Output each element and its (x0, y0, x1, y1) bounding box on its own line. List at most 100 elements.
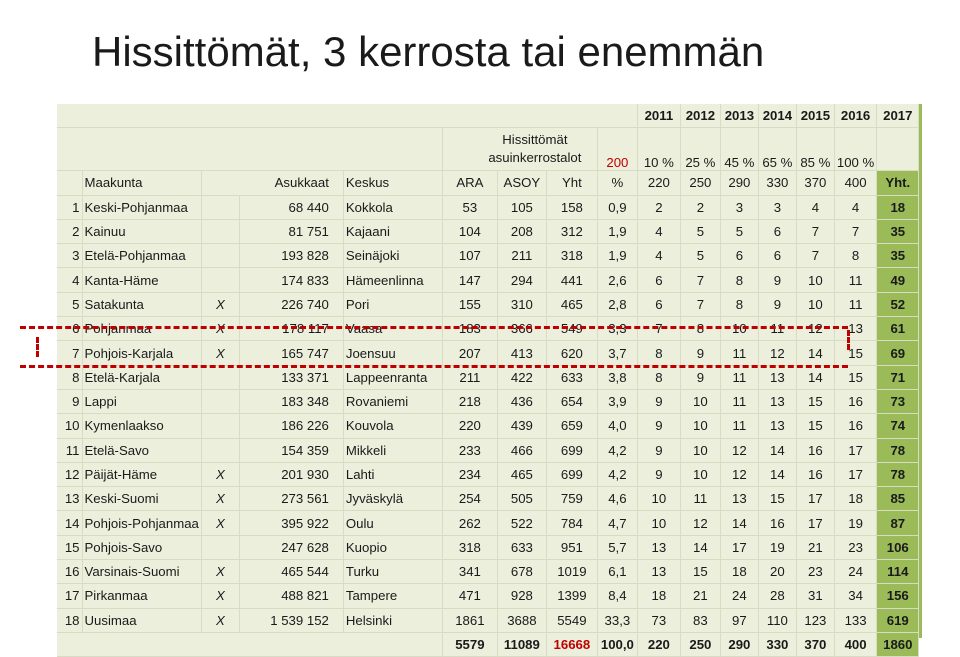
year-value-cell: 11 (720, 413, 759, 439)
year-value-cell: 2 (680, 195, 721, 220)
table-row: 15 Pohjois-Savo 247 628 Kuopio 318 633 951 5,7 1… (57, 535, 920, 561)
row-number: 4 (57, 267, 83, 293)
year-value-cell: 15 (680, 559, 721, 585)
year-value-cell: 14 (758, 438, 797, 463)
x-mark-cell: X (201, 486, 240, 512)
asukkaat-cell: 226 740 (239, 292, 344, 318)
ara-cell: 220 (442, 413, 498, 439)
year-value-cell: 7 (796, 243, 835, 269)
asoy-cell: 294 (497, 267, 547, 293)
table-row: 10 Kymenlaakso 186 226 Kouvola 220 439 659 4,0 9… (57, 413, 920, 439)
year-value-cell: 14 (796, 340, 835, 366)
year-header: 2014 (758, 104, 797, 129)
year-value-cell: 13 (758, 389, 797, 415)
col-header-keskus: Keskus (343, 170, 443, 196)
year-value-cell: 12 (680, 510, 721, 536)
total-percent: 100,0 (597, 632, 638, 657)
year-value-cell: 14 (680, 535, 721, 561)
maakunta-cell: Pirkanmaa (82, 583, 202, 609)
maakunta-cell: Pohjois-Pohjanmaa (82, 510, 202, 536)
year-value-cell: 3 (758, 195, 797, 220)
asoy-cell: 105 (497, 195, 547, 220)
col-header-year-value: 220 (637, 170, 681, 196)
percent-header: 85 % (796, 127, 835, 172)
year-value-cell: 20 (758, 559, 797, 585)
keskus-cell: Pori (343, 292, 443, 318)
maakunta-cell: Kanta-Häme (82, 267, 202, 293)
year-value-cell: 4 (834, 195, 878, 220)
year-value-cell: 6 (637, 292, 681, 318)
year-value-cell: 15 (758, 486, 797, 512)
year-value-cell: 7 (680, 267, 721, 293)
total-year-value: 400 (834, 632, 878, 657)
col-header-year-value: 400 (834, 170, 878, 196)
keskus-cell: Seinäjoki (343, 243, 443, 269)
total-cell: 106 (876, 535, 920, 561)
maakunta-cell: Pohjois-Savo (82, 535, 202, 561)
year-value-cell: 23 (796, 559, 835, 585)
keskus-cell: Helsinki (343, 608, 443, 633)
x-mark-cell (201, 438, 240, 463)
percent-cell: 4,6 (597, 486, 638, 512)
year-value-cell: 15 (796, 389, 835, 415)
highlight-dash-left (36, 337, 39, 357)
x-mark-cell: X (201, 462, 240, 488)
year-header: 2016 (834, 104, 878, 129)
year-value-cell: 13 (758, 413, 797, 439)
asoy-cell: 3688 (497, 608, 547, 633)
year-value-cell: 15 (834, 365, 878, 390)
row-number: 2 (57, 219, 83, 245)
year-value-cell: 18 (637, 583, 681, 609)
maakunta-cell: Varsinais-Suomi (82, 559, 202, 585)
asoy-cell: 465 (497, 462, 547, 488)
percent-header: 100 % (834, 127, 878, 172)
year-value-cell: 9 (758, 292, 797, 318)
year-value-cell: 133 (834, 608, 878, 633)
asoy-cell: 208 (497, 219, 547, 245)
row-number: 5 (57, 292, 83, 318)
asoy-cell: 310 (497, 292, 547, 318)
year-value-cell: 7 (834, 219, 878, 245)
table-body: 2011 2012 2013 2014 2015 2016 2017 Hissittömät a… (57, 104, 920, 657)
asuinkerrostalot-label: asuinkerrostalot (488, 150, 582, 166)
x-mark-cell: X (201, 559, 240, 585)
year-value-cell: 9 (637, 462, 681, 488)
year-value-cell: 13 (637, 535, 681, 561)
row-number: 12 (57, 462, 83, 488)
asukkaat-cell: 81 751 (239, 219, 344, 245)
yht-cell: 654 (546, 389, 598, 415)
year-value-cell: 11 (834, 267, 878, 293)
asukkaat-cell: 193 828 (239, 243, 344, 269)
year-value-cell: 8 (637, 365, 681, 390)
asukkaat-cell: 183 348 (239, 389, 344, 415)
year-value-cell: 10 (637, 486, 681, 512)
year-value-cell: 12 (720, 462, 759, 488)
percent-cell: 6,1 (597, 559, 638, 585)
asoy-cell: 522 (497, 510, 547, 536)
total-cell: 73 (876, 389, 920, 415)
percent-cell: 3,9 (597, 389, 638, 415)
row-number: 14 (57, 510, 83, 536)
percent-cell: 4,2 (597, 438, 638, 463)
year-value-cell: 10 (796, 292, 835, 318)
highlight-dash-bottom (20, 365, 848, 368)
table-row: 11 Etelä-Savo 154 359 Mikkeli 233 466 699 4,2 9 1… (57, 438, 920, 463)
percent-header: 45 % (720, 127, 759, 172)
yht-cell: 699 (546, 462, 598, 488)
year-value-cell: 15 (796, 413, 835, 439)
ara-cell: 207 (442, 340, 498, 366)
percent-cell: 4,2 (597, 462, 638, 488)
asukkaat-cell: 395 922 (239, 510, 344, 536)
keskus-cell: Turku (343, 559, 443, 585)
keskus-cell: Kokkola (343, 195, 443, 220)
row-number: 16 (57, 559, 83, 585)
year-header: 2015 (796, 104, 835, 129)
year-value-cell: 9 (637, 389, 681, 415)
total-ara: 5579 (442, 632, 498, 657)
percent-cell: 8,4 (597, 583, 638, 609)
yht-cell: 951 (546, 535, 598, 561)
yht-cell: 5549 (546, 608, 598, 633)
year-value-cell: 16 (796, 462, 835, 488)
year-value-cell: 16 (834, 389, 878, 415)
header-blank-cell (57, 170, 83, 196)
